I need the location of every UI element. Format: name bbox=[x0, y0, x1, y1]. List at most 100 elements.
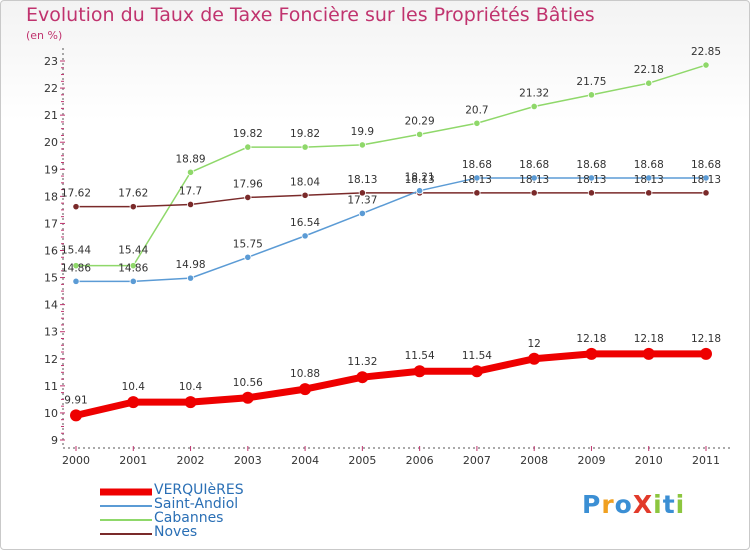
chart-title: Evolution du Taux de Taxe Foncière sur l… bbox=[26, 4, 595, 26]
data-label: 19.82 bbox=[290, 128, 320, 140]
legend-label: VERQUIèRES bbox=[154, 482, 244, 498]
data-label: 11.32 bbox=[347, 356, 377, 368]
data-point bbox=[473, 174, 481, 182]
data-point bbox=[358, 209, 366, 218]
data-point bbox=[702, 174, 710, 182]
x-tick-label: 2001 bbox=[119, 454, 147, 467]
data-label: 11.54 bbox=[462, 350, 492, 362]
data-point bbox=[530, 174, 538, 182]
data-label: 22.18 bbox=[634, 64, 664, 76]
data-label: 14.86 bbox=[61, 262, 91, 274]
data-point bbox=[702, 61, 710, 69]
series-line-2 bbox=[75, 64, 707, 267]
y-tick-label: 18 bbox=[44, 190, 58, 203]
y-tick-label: 11 bbox=[44, 380, 58, 393]
data-point bbox=[473, 119, 481, 127]
y-tick-label: 9 bbox=[51, 434, 58, 447]
y-tick-label: 15 bbox=[44, 272, 58, 285]
x-tick-label: 2010 bbox=[635, 454, 663, 467]
data-label: 21.32 bbox=[519, 87, 549, 99]
data-point bbox=[587, 91, 596, 99]
data-label: 17.62 bbox=[61, 188, 91, 200]
legend-swatch bbox=[100, 505, 152, 507]
x-tick-label: 2000 bbox=[62, 454, 90, 467]
data-point bbox=[356, 371, 369, 384]
legend-swatch bbox=[100, 488, 152, 496]
x-tick-label: 2007 bbox=[463, 454, 491, 467]
legend-label: Noves bbox=[154, 524, 198, 540]
data-point bbox=[244, 253, 252, 261]
data-label: 18.13 bbox=[634, 174, 664, 186]
data-point bbox=[645, 189, 653, 197]
data-point bbox=[416, 187, 424, 195]
data-point bbox=[473, 189, 481, 197]
data-label: 10.4 bbox=[179, 381, 203, 393]
data-label: 18.04 bbox=[290, 176, 320, 188]
data-point bbox=[244, 193, 252, 202]
legend-label: Cabannes bbox=[154, 510, 224, 526]
logo-letter: r bbox=[601, 490, 615, 519]
y-tick-label: 16 bbox=[44, 245, 58, 258]
data-point bbox=[301, 191, 309, 199]
data-point bbox=[413, 365, 426, 378]
data-label: 19.9 bbox=[351, 126, 374, 138]
x-tick-label: 2011 bbox=[692, 454, 720, 467]
data-point bbox=[129, 203, 137, 211]
data-label: 9.91 bbox=[64, 394, 87, 406]
y-tick-label: 13 bbox=[44, 326, 58, 339]
data-label: 20.29 bbox=[405, 115, 435, 127]
data-label: 19.82 bbox=[233, 128, 263, 140]
data-label: 15.44 bbox=[118, 245, 148, 257]
data-label: 18.13 bbox=[347, 174, 377, 186]
data-label: 17.7 bbox=[179, 185, 202, 197]
logo-letter: P bbox=[582, 490, 602, 519]
x-tick-label: 2002 bbox=[177, 454, 205, 467]
data-label: 18.13 bbox=[576, 174, 606, 186]
data-label: 10.56 bbox=[233, 377, 263, 389]
data-point bbox=[186, 274, 195, 282]
data-label: 18.21 bbox=[405, 172, 435, 184]
y-tick-label: 21 bbox=[44, 109, 58, 122]
data-point bbox=[470, 365, 483, 378]
y-tick-label: 10 bbox=[44, 407, 58, 420]
data-point bbox=[301, 232, 309, 240]
data-label: 18.13 bbox=[519, 174, 549, 186]
data-point bbox=[186, 168, 195, 176]
logo-letter: X bbox=[632, 490, 654, 519]
data-label: 16.54 bbox=[290, 217, 320, 229]
legend-swatch bbox=[100, 519, 152, 521]
data-label: 12.18 bbox=[691, 333, 721, 345]
data-point bbox=[587, 189, 596, 197]
data-point bbox=[416, 130, 424, 138]
logo-letter: i bbox=[675, 490, 686, 519]
data-label: 17.62 bbox=[118, 188, 148, 200]
proxiti-logo: ProXiti bbox=[582, 490, 685, 519]
data-label: 18.68 bbox=[634, 159, 664, 171]
data-label: 10.88 bbox=[290, 368, 320, 380]
x-tick-label: 2008 bbox=[520, 454, 548, 467]
data-point bbox=[241, 391, 254, 404]
series-line-3 bbox=[75, 192, 707, 208]
data-label: 18.13 bbox=[462, 174, 492, 186]
data-point bbox=[645, 174, 653, 182]
data-point bbox=[299, 383, 312, 396]
data-label: 18.68 bbox=[462, 159, 492, 171]
data-label: 18.68 bbox=[691, 159, 721, 171]
data-point bbox=[530, 102, 538, 111]
legend-swatch bbox=[100, 533, 152, 535]
data-label: 18.13 bbox=[691, 174, 721, 186]
logo-letter: t bbox=[662, 490, 676, 519]
data-label: 18.68 bbox=[576, 159, 606, 171]
data-point bbox=[585, 347, 598, 360]
data-label: 12 bbox=[527, 338, 540, 350]
data-point bbox=[70, 409, 82, 422]
data-point bbox=[700, 347, 712, 360]
data-point bbox=[72, 203, 80, 211]
data-label: 17.37 bbox=[347, 194, 377, 206]
unit-label: (en %) bbox=[26, 29, 63, 42]
data-point bbox=[129, 277, 137, 285]
y-tick-label: 12 bbox=[44, 353, 58, 366]
data-point bbox=[587, 174, 596, 182]
data-label: 21.75 bbox=[576, 76, 606, 88]
